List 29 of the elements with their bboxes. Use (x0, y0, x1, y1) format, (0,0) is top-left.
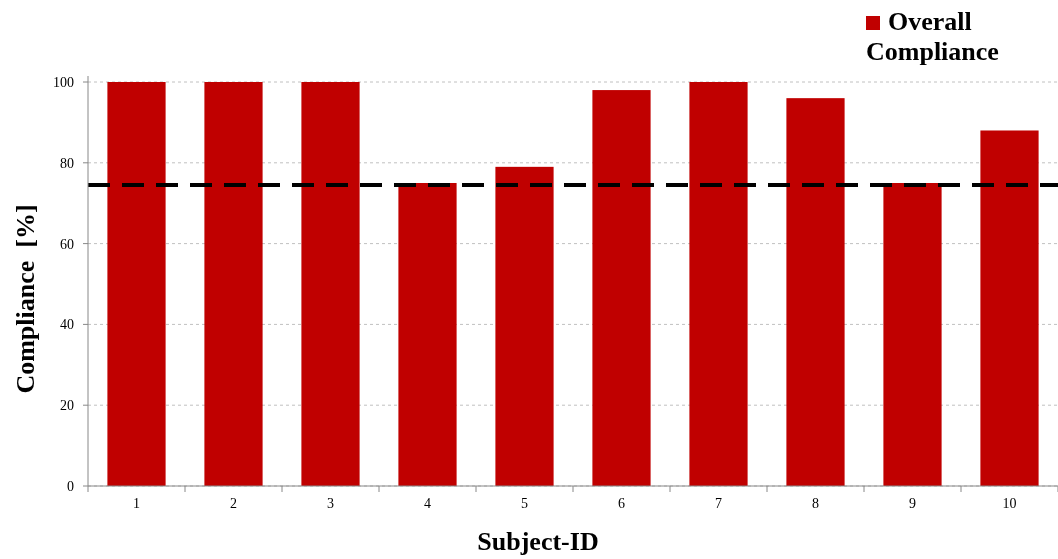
bar (398, 183, 457, 486)
x-tick-label: 7 (715, 496, 722, 511)
bar (980, 130, 1039, 486)
bar (301, 82, 360, 486)
x-tick-label: 10 (1002, 496, 1017, 511)
bar (883, 183, 942, 486)
bar (107, 82, 166, 486)
x-axis-title: Subject-ID (477, 527, 599, 556)
y-tick-label: 80 (60, 155, 74, 171)
x-tick-label: 4 (424, 496, 431, 511)
x-tick-label: 6 (618, 496, 625, 511)
x-tick-label: 1 (133, 496, 140, 511)
y-tick-label: 60 (60, 236, 74, 252)
x-tick-label: 2 (230, 496, 237, 511)
bar (592, 90, 651, 486)
x-tick-label: 9 (909, 496, 916, 511)
y-tick-label: 100 (53, 75, 74, 90)
bar (786, 98, 845, 486)
y-tick-label: 40 (60, 317, 74, 333)
x-tick-label: 8 (812, 496, 819, 511)
x-tick-label: 3 (327, 496, 334, 511)
legend-label: Overall Compliance (866, 7, 999, 66)
bar (204, 82, 263, 486)
bar (495, 166, 554, 486)
x-tick-label: 5 (521, 496, 528, 511)
y-tick-label: 0 (67, 479, 74, 494)
y-axis-title: Compliance [%] (11, 204, 40, 394)
y-tick-label: 20 (60, 398, 74, 414)
bar (689, 82, 748, 486)
